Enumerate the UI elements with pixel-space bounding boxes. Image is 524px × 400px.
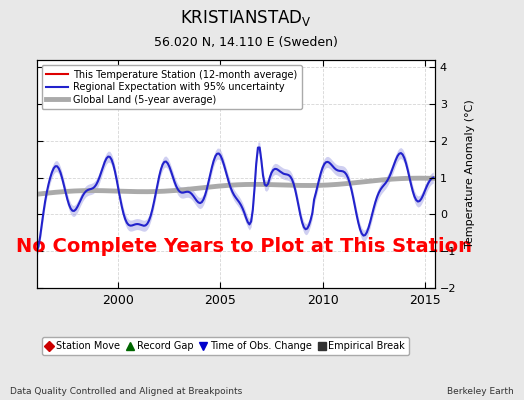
- Text: Berkeley Earth: Berkeley Earth: [447, 387, 514, 396]
- Text: Data Quality Controlled and Aligned at Breakpoints: Data Quality Controlled and Aligned at B…: [10, 387, 243, 396]
- Text: No Complete Years to Plot at This Station: No Complete Years to Plot at This Statio…: [16, 238, 472, 256]
- Text: 2015: 2015: [409, 294, 441, 307]
- Text: 2000: 2000: [102, 294, 134, 307]
- Y-axis label: Temperature Anomaly (°C): Temperature Anomaly (°C): [465, 100, 475, 248]
- Text: 2010: 2010: [307, 294, 339, 307]
- Legend: Station Move, Record Gap, Time of Obs. Change, Empirical Break: Station Move, Record Gap, Time of Obs. C…: [42, 337, 409, 355]
- Text: KRISTIANSTAD$_\mathregular{V}$: KRISTIANSTAD$_\mathregular{V}$: [180, 8, 312, 28]
- Text: 56.020 N, 14.110 E (Sweden): 56.020 N, 14.110 E (Sweden): [155, 36, 338, 49]
- Legend: This Temperature Station (12-month average), Regional Expectation with 95% uncer: This Temperature Station (12-month avera…: [41, 65, 302, 110]
- Text: 2005: 2005: [204, 294, 236, 307]
